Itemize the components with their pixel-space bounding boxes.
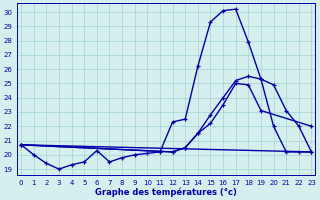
X-axis label: Graphe des températures (°c): Graphe des températures (°c) [95, 187, 237, 197]
